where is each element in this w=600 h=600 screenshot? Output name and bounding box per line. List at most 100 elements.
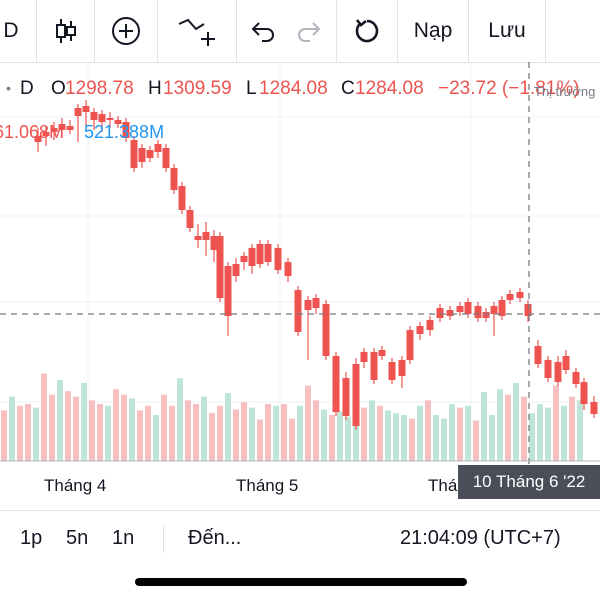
volume-bar [41,373,47,461]
plus-circle-icon [112,17,140,45]
interval-button[interactable]: D [0,0,36,62]
range-5d-button[interactable]: 5n [66,527,89,549]
volume-bar [577,400,583,461]
candle-body [398,360,406,376]
candle-body [312,298,320,308]
volume-bar [481,392,487,461]
candle-body [232,264,240,276]
clock-timezone-button[interactable]: 21:04:09 (UTC+7) [400,527,561,549]
volume-bar [441,418,447,461]
candle-body [562,356,570,370]
volume-bar [329,415,335,461]
x-label-april: Tháng 4 [44,476,107,495]
candle-body [284,262,292,276]
candle-body [50,128,58,132]
candle-body [154,144,162,152]
candle-body [580,382,588,404]
candle-body [516,292,524,298]
volume-bar [377,405,383,461]
close-label: C [341,78,355,99]
volume-bar [105,405,111,461]
volume-bar [145,405,151,461]
redo-button[interactable] [286,0,332,62]
range-1d-button[interactable]: 1p [20,527,43,549]
candle-body [590,402,598,414]
volume-bar [257,419,263,461]
volume-bar [393,413,399,461]
range-1y-button[interactable]: 1n [112,527,135,549]
volume-bar [209,413,215,461]
candle-body [446,310,454,316]
volume-bar [81,382,87,461]
volume-bar [537,403,543,461]
volume-bar [505,394,511,461]
volume-bar [49,394,55,461]
x-label-may: Tháng 5 [236,476,299,495]
volume-bar [25,403,31,461]
volume-bar [97,403,103,461]
volume-bar [489,415,495,461]
add-indicator-button[interactable] [95,0,157,62]
candles [34,100,598,430]
volume-bar [57,380,63,461]
goto-date-button[interactable]: Đến... [188,527,242,549]
candle-body [352,364,360,426]
candle-body [114,120,122,124]
candle-body [130,140,138,168]
candle-body [82,106,90,112]
volume-bar [201,396,207,461]
candle-body [534,346,542,364]
chart-type-button[interactable] [37,0,94,62]
candle-body [186,210,194,228]
open-value: 1298.78 [65,78,134,99]
volume-bar [265,403,271,461]
volume-bar [513,382,519,461]
candle-body [490,306,498,314]
volume-bar [249,407,255,461]
candle-body [122,122,130,138]
candle-body [464,302,472,314]
candle-body [406,330,414,360]
undo-icon [251,22,274,42]
volume-bar [313,400,319,461]
crosshair-date-label: 10 Tháng 6 '22 [458,465,600,499]
candle-body [554,362,562,382]
change-value: −23.72 (−1.81%) [438,78,580,99]
volume-bars [1,373,583,461]
candle-body [264,244,272,262]
candle-body [304,300,312,310]
volume-bar [497,389,503,461]
candle-body [202,232,210,240]
candle-body [378,350,386,356]
undo-button[interactable] [240,0,286,62]
refresh-button[interactable]: Nạp [398,0,468,62]
candle-body [360,352,368,362]
candle-body [524,304,532,316]
high-value: 1309.59 [163,78,232,99]
volume-bar [121,394,127,461]
volume-bar [281,403,287,461]
volume-bar [409,418,415,461]
candle-body [572,372,580,384]
candle-body [436,308,444,318]
price-chart[interactable] [0,62,600,510]
save-button[interactable]: Lưu [469,0,545,62]
candle-body [58,124,66,130]
volume-bar [33,407,39,461]
refresh-label: Nạp [413,19,453,42]
volume-bar [289,418,295,461]
drawing-tools-button[interactable] [158,0,236,62]
volume-bar [361,407,367,461]
open-label: O [51,78,66,99]
candle-body [456,306,464,312]
volume-bar [473,420,479,461]
volume-bar [425,400,431,461]
candle-body [216,236,224,298]
candle-body [98,114,106,122]
candle-body [544,360,552,378]
reset-chart-button[interactable] [337,0,397,62]
volume-bar [553,385,559,461]
candle-body [474,306,482,318]
candle-body [194,236,202,240]
candle-body [388,362,396,380]
